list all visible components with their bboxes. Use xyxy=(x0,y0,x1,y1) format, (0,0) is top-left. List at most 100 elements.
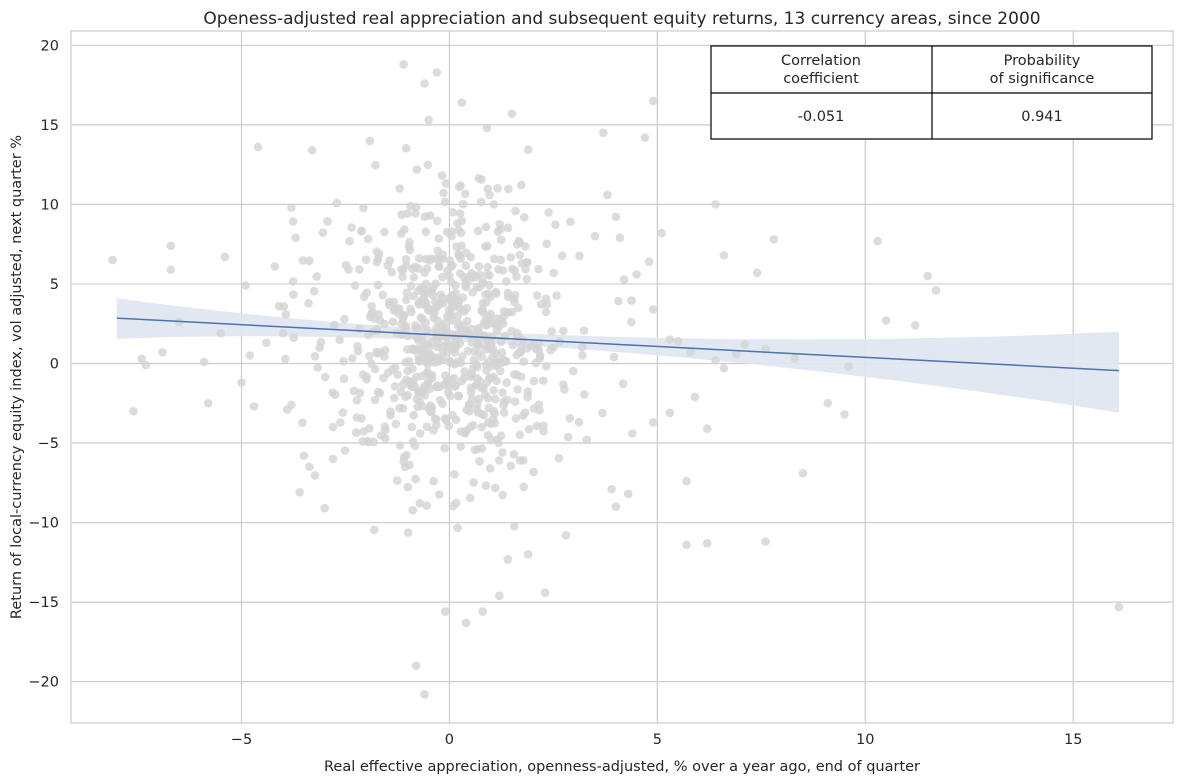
scatter-point xyxy=(461,189,470,199)
scatter-point xyxy=(355,324,364,334)
scatter-point xyxy=(451,415,461,425)
scatter-point xyxy=(408,344,418,354)
scatter-point xyxy=(483,418,493,427)
scatter-point xyxy=(407,422,417,432)
scatter-point xyxy=(521,264,530,274)
scatter-point xyxy=(644,257,654,267)
scatter-point xyxy=(682,476,691,486)
scatter-point xyxy=(397,320,406,329)
scatter-point xyxy=(362,372,372,382)
scatter-point xyxy=(439,188,448,198)
scatter-point xyxy=(395,184,404,193)
scatter-point xyxy=(411,474,421,484)
scatter-point xyxy=(466,252,476,262)
scatter-point xyxy=(454,391,464,401)
scatter-point xyxy=(910,321,920,330)
scatter-point xyxy=(361,255,371,264)
scatter-point xyxy=(536,300,546,309)
scatter-point xyxy=(522,344,532,353)
scatter-point xyxy=(447,227,457,236)
scatter-point xyxy=(523,550,533,559)
scatter-point xyxy=(426,211,435,220)
scatter-point xyxy=(923,271,932,281)
scatter-point xyxy=(740,340,749,349)
scatter-point xyxy=(278,329,288,338)
scatter-point xyxy=(503,223,513,233)
scatter-point xyxy=(374,249,384,259)
scatter-point xyxy=(434,262,444,271)
scatter-point xyxy=(291,233,300,243)
scatter-point xyxy=(524,425,534,434)
scatter-point xyxy=(137,354,146,364)
scatter-point xyxy=(390,382,400,391)
scatter-point xyxy=(304,256,314,266)
table-header-correlation-line1: Correlation xyxy=(781,53,861,69)
scatter-point xyxy=(432,216,442,226)
scatter-point xyxy=(512,272,521,281)
scatter-point xyxy=(422,501,432,511)
scatter-point xyxy=(363,234,373,244)
scatter-point xyxy=(450,469,459,479)
scatter-point xyxy=(406,281,416,291)
scatter-point xyxy=(496,235,506,245)
y-tick-label: −5 xyxy=(38,436,59,452)
scatter-point xyxy=(411,661,421,670)
scatter-point xyxy=(460,367,469,376)
scatter-point xyxy=(478,607,488,616)
scatter-point xyxy=(448,208,458,217)
scatter-point xyxy=(577,343,587,352)
scatter-point xyxy=(873,236,882,246)
scatter-point xyxy=(599,128,608,138)
scatter-point xyxy=(350,281,360,290)
scatter-point xyxy=(289,333,299,343)
scatter-point xyxy=(931,286,941,295)
scatter-point xyxy=(281,354,290,364)
scatter-point xyxy=(574,417,584,427)
scatter-point xyxy=(611,502,621,512)
scatter-point xyxy=(557,251,567,260)
scatter-point xyxy=(522,274,532,284)
scatter-point xyxy=(388,317,398,327)
scatter-point xyxy=(411,321,420,330)
scatter-point xyxy=(499,312,508,322)
scatter-point xyxy=(504,184,513,194)
scatter-point xyxy=(323,217,332,226)
scatter-point xyxy=(549,268,558,278)
scatter-point xyxy=(367,359,376,368)
scatter-point xyxy=(441,179,451,188)
scatter-point xyxy=(340,446,350,455)
scatter-point xyxy=(611,212,621,222)
scatter-point xyxy=(542,361,551,371)
x-tick-label: 15 xyxy=(1064,732,1082,748)
scatter-point xyxy=(456,442,466,451)
scatter-point xyxy=(485,373,494,383)
scatter-point xyxy=(648,305,658,314)
scatter-point xyxy=(761,537,770,546)
scatter-point xyxy=(541,294,551,304)
scatter-point xyxy=(455,209,465,218)
scatter-point xyxy=(408,437,418,446)
scatter-point xyxy=(453,523,462,533)
scatter-point xyxy=(298,256,308,265)
scatter-point xyxy=(418,385,428,394)
scatter-point xyxy=(401,295,411,305)
scatter-point xyxy=(401,143,411,153)
scatter-point xyxy=(575,251,584,261)
scatter-point xyxy=(509,450,519,459)
scatter-point xyxy=(483,393,493,403)
scatter-point xyxy=(565,414,575,423)
scatter-point xyxy=(547,327,556,336)
scatter-point xyxy=(487,340,496,350)
stats-table: Correlation coefficient Probability of s… xyxy=(710,45,1153,140)
scatter-point xyxy=(499,408,509,418)
scatter-point xyxy=(798,468,808,478)
scatter-point xyxy=(412,394,422,404)
scatter-point xyxy=(473,408,483,417)
scatter-point xyxy=(304,298,313,308)
scatter-point xyxy=(245,351,255,360)
scatter-point xyxy=(445,271,454,281)
table-value-correlation: -0.051 xyxy=(798,109,845,125)
scatter-point xyxy=(483,430,493,440)
scatter-point xyxy=(403,209,412,218)
scatter-point xyxy=(475,376,485,386)
